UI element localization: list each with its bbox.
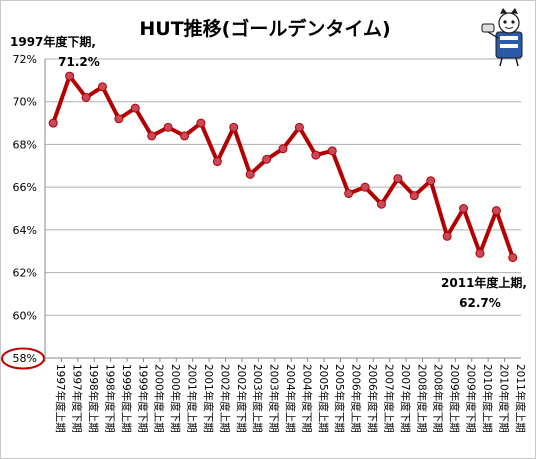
x-tick-label: 2003年度下期	[268, 364, 281, 433]
x-tick-label: 2004年度上期	[284, 364, 297, 433]
data-point	[130, 103, 140, 113]
y-tick-label: 60%	[13, 309, 37, 322]
highlight-circle	[1, 347, 45, 370]
data-point	[245, 169, 255, 179]
x-tick-label: 1999年度上期	[120, 364, 133, 433]
data-point	[475, 248, 485, 258]
x-tick-label: 1997年度上期	[54, 364, 67, 433]
data-point	[229, 122, 239, 132]
y-tick-label: 58%	[13, 352, 37, 365]
y-tick-label: 68%	[13, 138, 37, 151]
x-tick-label: 2011年度上期	[514, 364, 527, 433]
annotation-last-label: 2011年度上期,	[441, 275, 527, 290]
x-tick-label: 2000年度上期	[153, 364, 166, 433]
x-tick-label: 1999年度下期	[136, 364, 149, 433]
x-tick-label: 2001年度上期	[186, 364, 199, 433]
y-tick-label: 72%	[13, 53, 37, 66]
x-tick-label: 2006年度下期	[366, 364, 379, 433]
x-tick-label: 2009年度上期	[448, 364, 461, 433]
data-point	[147, 131, 157, 141]
x-tick-label: 2010年度上期	[481, 364, 494, 433]
data-point	[48, 118, 58, 128]
data-point	[180, 131, 190, 141]
mascot-icon	[481, 8, 523, 67]
data-point	[81, 92, 91, 102]
x-tick-label: 2007年度下期	[399, 364, 412, 433]
chart-title: HUT推移(ゴールデンタイム)	[139, 17, 390, 40]
x-tick-label: 2007年度上期	[382, 364, 395, 433]
x-tick-label: 2000年度下期	[169, 364, 182, 433]
data-point	[426, 176, 436, 186]
x-tick-label: 2009年度下期	[465, 364, 478, 433]
data-point	[65, 71, 75, 81]
data-point	[344, 189, 354, 199]
x-tick-label: 2008年度上期	[415, 364, 428, 433]
annotation-max-value: 71.2%	[58, 55, 100, 69]
data-point	[376, 199, 386, 209]
grid-lines	[44, 58, 521, 359]
y-tick-label: 64%	[13, 224, 37, 237]
data-point	[491, 206, 501, 216]
data-point	[311, 150, 321, 160]
data-point	[212, 157, 222, 167]
x-tick-label: 2004年度下期	[300, 364, 313, 433]
x-tick-label: 1998年度下期	[103, 364, 116, 433]
annotation-max-label: 1997年度下期,	[10, 34, 96, 49]
data-point	[163, 122, 173, 132]
data-point	[97, 82, 107, 92]
data-point	[294, 122, 304, 132]
data-point	[196, 118, 206, 128]
data-point	[442, 231, 452, 241]
annotations: 1997年度下期, 71.2% 2011年度上期, 62.7%	[10, 34, 527, 310]
data-point	[278, 144, 288, 154]
series-layer	[48, 71, 518, 263]
x-tick-label: 1997年度下期	[71, 364, 84, 433]
data-point	[360, 182, 370, 192]
data-point	[327, 146, 337, 156]
x-axis-ticks: 1997年度上期 1997年度下期 1998年度上期 1998年度下期 1999年度上期…	[44, 358, 527, 433]
data-point	[393, 174, 403, 184]
y-axis-ticks: 58% 60% 62% 64% 66% 68% 70% 72%	[1, 53, 45, 370]
x-tick-label: 1998年度上期	[87, 364, 100, 433]
x-tick-label: 2005年度上期	[317, 364, 330, 433]
x-tick-label: 2006年度上期	[350, 364, 363, 433]
series-line	[51, 74, 515, 259]
y-tick-label: 66%	[13, 181, 37, 194]
x-tick-label: 2005年度下期	[333, 364, 346, 433]
x-tick-label: 2001年度下期	[202, 364, 215, 433]
x-tick-label: 2002年度下期	[235, 364, 248, 433]
data-point	[508, 253, 518, 263]
data-point	[114, 114, 124, 124]
data-point	[409, 191, 419, 201]
x-tick-label: 2008年度下期	[432, 364, 445, 433]
x-tick-label: 2010年度下期	[497, 364, 510, 433]
x-tick-label: 2003年度上期	[251, 364, 264, 433]
x-tick-label: 2002年度上期	[218, 364, 231, 433]
y-tick-label: 62%	[13, 267, 37, 280]
y-tick-label: 70%	[13, 96, 37, 109]
data-point	[262, 154, 272, 164]
annotation-last-value: 62.7%	[459, 296, 501, 310]
data-point	[459, 204, 469, 213]
